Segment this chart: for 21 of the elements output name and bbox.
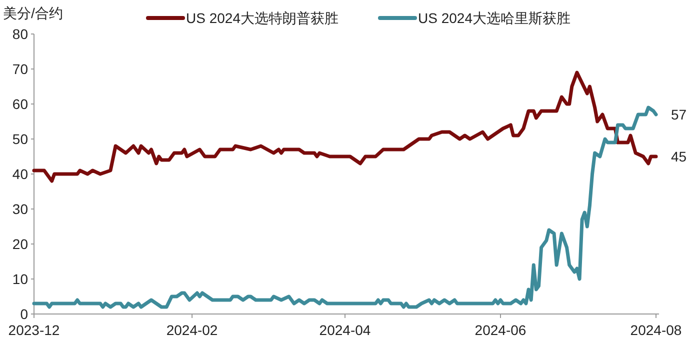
line-series bbox=[32, 106, 658, 309]
y-tick-label: 70 bbox=[12, 61, 28, 77]
x-tick-label: 2024-04 bbox=[319, 322, 371, 338]
line-series bbox=[32, 70, 658, 183]
x-tick-label: 2024-06 bbox=[474, 322, 526, 338]
y-tick-label: 20 bbox=[12, 236, 28, 252]
annotation: 57 bbox=[671, 106, 687, 122]
y-tick-label: 40 bbox=[12, 166, 28, 182]
y-axis-title: 美分/合约 bbox=[3, 5, 63, 21]
y-tick-label: 10 bbox=[12, 271, 28, 287]
x-tick-label: 2023-12 bbox=[8, 322, 60, 338]
x-tick-label: 2024-02 bbox=[166, 322, 218, 338]
x-tick-label: 2024-08 bbox=[630, 322, 682, 338]
y-tick-label: 50 bbox=[12, 131, 28, 147]
legend-label: US 2024大选特朗普获胜 bbox=[186, 10, 338, 26]
legend-label: US 2024大选哈里斯获胜 bbox=[418, 10, 570, 26]
y-tick-label: 0 bbox=[20, 306, 28, 322]
y-tick-label: 80 bbox=[12, 26, 28, 42]
y-tick-label: 60 bbox=[12, 96, 28, 112]
y-tick-label: 30 bbox=[12, 201, 28, 217]
annotation: 45 bbox=[671, 148, 687, 164]
